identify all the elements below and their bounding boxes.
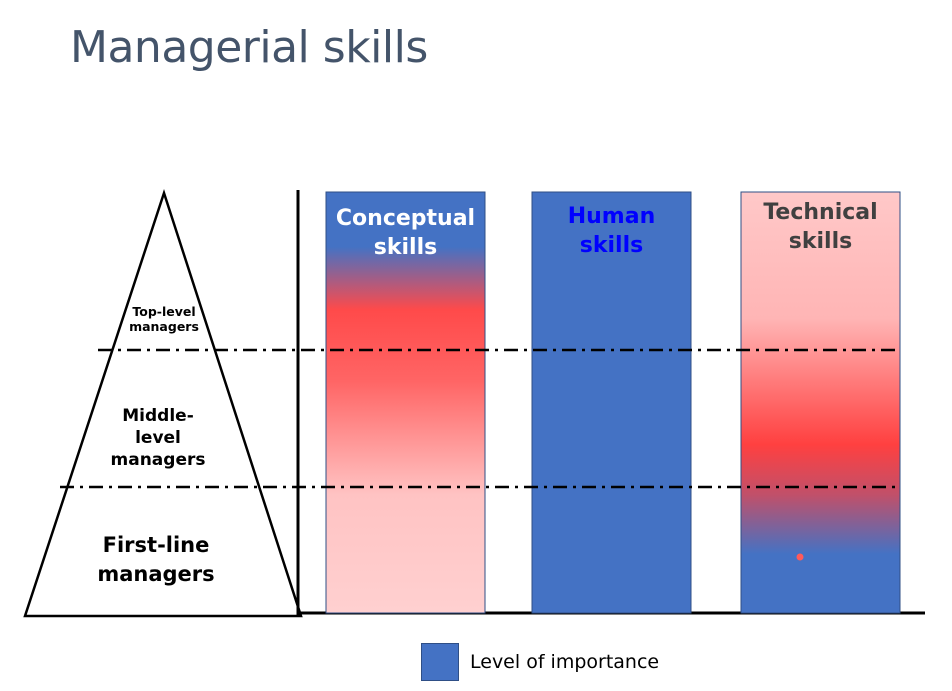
conceptual-label-box: Conceptual skills [326, 192, 485, 272]
pyramid-label-first-line2: managers [97, 562, 215, 586]
conceptual-label-line1: Conceptual [335, 206, 476, 231]
pyramid-label-first-line1: First-line [102, 533, 210, 557]
human-label-line2: skills [579, 233, 644, 258]
pyramid-label-first: First-line managers [72, 531, 240, 589]
human-label: Human skills [532, 202, 691, 260]
pyramid-label-top-line1: Top-level [132, 304, 196, 319]
legend-swatch [421, 643, 459, 681]
column-technical [740, 191, 901, 614]
pyramid-label-middle: Middle- level managers [88, 405, 228, 471]
technical-label-line2: skills [788, 229, 853, 254]
pyramid-shape [23, 188, 303, 618]
pyramid-label-middle-line2: level [135, 428, 181, 448]
human-label-box: Human skills [532, 192, 691, 272]
page-title: Managerial skills [70, 22, 428, 73]
pyramid-label-top-line2: managers [129, 319, 199, 334]
technical-label-line1: Technical [763, 200, 878, 225]
conceptual-label-line2: skills [373, 235, 438, 260]
column-conceptual [325, 191, 486, 614]
technical-label: Technical skills [741, 198, 900, 256]
legend-label: Level of importance [470, 651, 660, 673]
conceptual-label: Conceptual skills [326, 204, 485, 262]
pyramid-label-top: Top-level managers [104, 304, 224, 334]
human-label-line1: Human [567, 204, 656, 229]
pyramid-label-middle-line1: Middle- [122, 406, 194, 426]
column-human [531, 191, 692, 614]
technical-label-box: Technical skills [741, 192, 900, 272]
technical-dot [796, 553, 804, 561]
pyramid-label-middle-line3: managers [110, 450, 206, 470]
